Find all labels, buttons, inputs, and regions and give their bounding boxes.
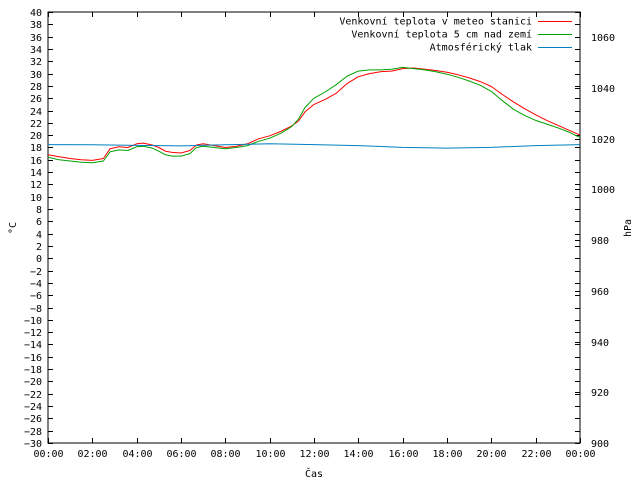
y2-axis: 900 920 940 960 980 1000 1020 1040 1060 xyxy=(575,33,615,450)
y-tick-label: 24 xyxy=(30,107,42,118)
y2-axis-label: hPa xyxy=(623,219,634,237)
y-tick-label: 40 xyxy=(30,8,42,19)
y-tick-label: 36 xyxy=(30,33,42,44)
y2-tick-label: 920 xyxy=(591,388,609,399)
y-tick-label: 22 xyxy=(30,119,42,130)
x-tick-label: 10:00 xyxy=(255,449,285,460)
x-tick-label: 12:00 xyxy=(299,449,329,460)
y2-tick-label: 960 xyxy=(591,287,609,298)
y-tick-label: −10 xyxy=(24,316,42,327)
y-tick-label: 26 xyxy=(30,94,42,105)
y2-tick-label: 1060 xyxy=(591,33,615,44)
x-tick-label: 08:00 xyxy=(210,449,240,460)
x-axis-label: Čas xyxy=(305,467,323,480)
y-tick-label: −24 xyxy=(24,402,42,413)
y-tick-label: 20 xyxy=(30,131,42,142)
x-axis: 00:00 02:00 04:00 06:00 08:00 10:00 12:00 14:00… xyxy=(33,12,596,460)
y2-tick-label: 940 xyxy=(591,338,609,349)
x-tick-label: 04:00 xyxy=(122,449,152,460)
y-tick-label: −22 xyxy=(24,390,42,401)
y-tick-label: 0 xyxy=(36,254,42,265)
legend-label-1: Venkovní teplota v meteo stanici xyxy=(339,16,532,28)
y-tick-label: 38 xyxy=(30,20,42,31)
y-tick-label: 6 xyxy=(36,217,42,228)
y-tick-label: −4 xyxy=(30,279,42,290)
y-tick-label: −16 xyxy=(24,353,42,364)
y-tick-label: 18 xyxy=(30,143,42,154)
x-tick-label: 00:00 xyxy=(33,449,63,460)
series-line-3 xyxy=(47,143,581,149)
y-tick-label: −18 xyxy=(24,365,42,376)
x-tick-label: 00:00 xyxy=(565,449,595,460)
legend: Venkovní teplota v meteo staniciVenkovní… xyxy=(339,16,572,54)
y-tick-label: 16 xyxy=(30,156,42,167)
y-tick-label: 34 xyxy=(30,45,42,56)
y-tick-label: −20 xyxy=(24,377,42,388)
y2-tick-label: 980 xyxy=(591,236,609,247)
y2-tick-label: 1020 xyxy=(591,135,615,146)
y-tick-label: 14 xyxy=(30,168,42,179)
x-tick-label: 22:00 xyxy=(521,449,551,460)
y-tick-label: 30 xyxy=(30,70,42,81)
y-tick-label: −2 xyxy=(30,267,42,278)
x-tick-label: 14:00 xyxy=(343,449,373,460)
y-tick-label: −30 xyxy=(24,439,42,450)
series-line-2 xyxy=(47,66,581,164)
y-tick-label: −14 xyxy=(24,340,42,351)
y-axis: −30−28−26−24−22−20−18−16−14−12−10−8−6−4−… xyxy=(24,8,580,450)
plot-frame xyxy=(47,11,581,444)
series-lines xyxy=(47,66,581,164)
y-tick-label: 12 xyxy=(30,180,42,191)
y-tick-label: −6 xyxy=(30,291,42,302)
y-tick-label: 2 xyxy=(36,242,42,253)
y-tick-label: −26 xyxy=(24,414,42,425)
legend-label-2: Venkovní teplota 5 cm nad zemí xyxy=(351,29,532,41)
plot-border xyxy=(47,11,581,444)
x-tick-label: 06:00 xyxy=(166,449,196,460)
x-tick-label: 16:00 xyxy=(388,449,418,460)
y-tick-label: −28 xyxy=(24,427,42,438)
y2-tick-label: 1040 xyxy=(591,84,615,95)
y-tick-label: −8 xyxy=(30,304,42,315)
y-tick-label: −12 xyxy=(24,328,42,339)
y-tick-label: 28 xyxy=(30,82,42,93)
y2-tick-label: 900 xyxy=(591,439,609,450)
x-tick-label: 20:00 xyxy=(476,449,506,460)
x-tick-label: 18:00 xyxy=(432,449,462,460)
y-tick-label: 10 xyxy=(30,193,42,204)
y-tick-label: 4 xyxy=(36,230,42,241)
y-axis-label: °C xyxy=(8,222,19,234)
x-tick-label: 02:00 xyxy=(77,449,107,460)
y-tick-label: 8 xyxy=(36,205,42,216)
y-tick-label: 32 xyxy=(30,57,42,68)
legend-label-3: Atmosférický tlak xyxy=(430,42,532,54)
y2-tick-label: 1000 xyxy=(591,185,615,196)
